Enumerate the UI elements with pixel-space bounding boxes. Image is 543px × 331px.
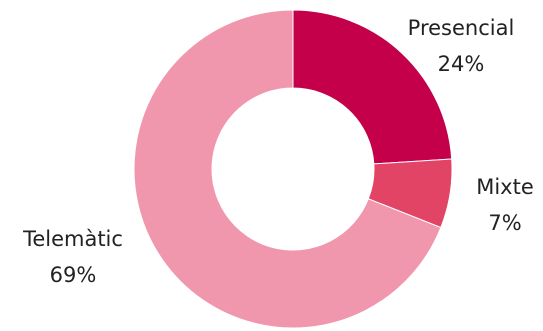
slice-label-presencial-value: 24% bbox=[438, 52, 485, 76]
slice-presencial bbox=[292, 9, 453, 165]
slice-telematic bbox=[133, 9, 442, 329]
slice-label-mixte-name: Mixte bbox=[476, 175, 534, 199]
donut-slices bbox=[133, 9, 453, 329]
label-telematic: Telemàtic 69% bbox=[22, 227, 123, 287]
slice-label-telematic-name: Telemàtic bbox=[22, 227, 123, 251]
label-mixte: Mixte 7% bbox=[476, 175, 534, 235]
slice-label-mixte-value: 7% bbox=[488, 211, 521, 235]
label-presencial: Presencial 24% bbox=[408, 16, 515, 76]
slice-label-presencial-name: Presencial bbox=[408, 16, 515, 40]
slice-label-telematic-value: 69% bbox=[50, 263, 97, 287]
